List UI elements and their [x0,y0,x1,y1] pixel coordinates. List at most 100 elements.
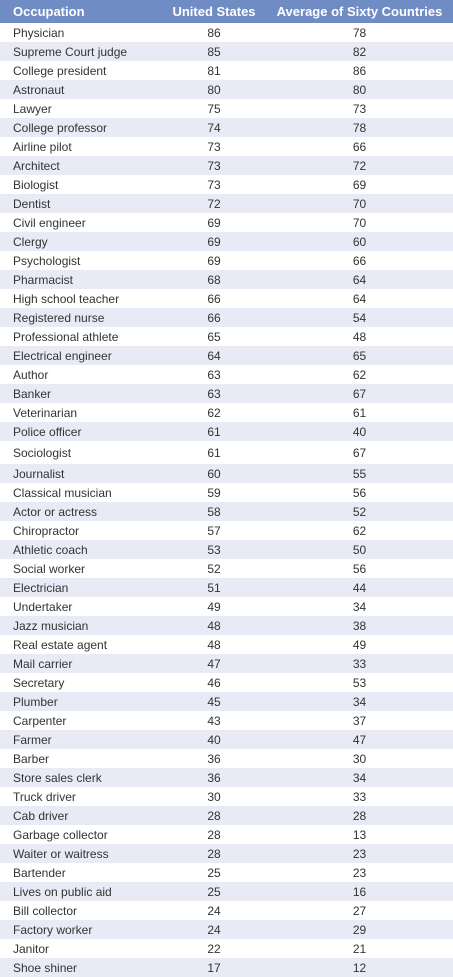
united-states-score-cell: 24 [207,903,221,918]
sixty-country-average-cell: 80 [352,82,367,97]
united-states-score-cell: 28 [207,827,221,842]
occupation-cell: Garbage collector [13,827,108,842]
occupation-cell: Astronaut [13,82,65,97]
sixty-country-average-cell: 72 [352,158,367,173]
table-row: Truck driver 30 33 [0,787,453,806]
table-row: Sociologist 61 67 [0,441,453,464]
united-states-score-cell: 24 [207,922,221,937]
occupation-cell: Waiter or waitress [13,846,109,861]
occupation-cell: Cab driver [13,808,69,823]
table-row: Shoe shiner 17 12 [0,958,453,977]
table-row: Journalist 60 55 [0,464,453,483]
sixty-country-average-cell: 38 [352,618,367,633]
table-row: High school teacher 66 64 [0,289,453,308]
sixty-country-average-cell: 56 [352,561,367,576]
united-states-score-cell: 47 [207,656,221,671]
occupation-cell: Author [13,367,49,382]
united-states-score-cell: 73 [207,177,221,192]
united-states-score-cell: 74 [207,120,221,135]
united-states-score-cell: 28 [207,808,221,823]
sixty-country-average-cell: 37 [352,713,367,728]
occupation-cell: Jazz musician [13,618,89,633]
column-header-average-sixty-countries: Average of Sixty Countries [276,4,443,19]
united-states-score-cell: 57 [207,523,221,538]
sixty-country-average-cell: 48 [352,329,367,344]
sixty-country-average-cell: 73 [352,101,367,116]
column-header-united-states: United States [172,4,256,19]
table-row: Supreme Court judge 85 82 [0,42,453,61]
occupation-cell: Journalist [13,466,65,481]
united-states-score-cell: 73 [207,139,221,154]
table-row: Astronaut 80 80 [0,80,453,99]
table-row: Classical musician 59 56 [0,483,453,502]
table-row: Jazz musician 48 38 [0,616,453,635]
occupation-cell: Lawyer [13,101,52,116]
table-row: Athletic coach 53 50 [0,540,453,559]
united-states-score-cell: 51 [207,580,221,595]
table-row: Secretary 46 53 [0,673,453,692]
united-states-score-cell: 68 [207,272,221,287]
sixty-country-average-cell: 40 [352,424,367,439]
table-body: Physician 86 78 Supreme Court judge 85 82 Coll… [0,23,453,977]
sixty-country-average-cell: 70 [352,196,367,211]
united-states-score-cell: 75 [207,101,221,116]
occupation-cell: Undertaker [13,599,73,614]
sixty-country-average-cell: 33 [352,656,367,671]
occupation-cell: Professional athlete [13,329,119,344]
table-row: Electrical engineer 64 65 [0,346,453,365]
united-states-score-cell: 52 [207,561,221,576]
table-row: Psychologist 69 66 [0,251,453,270]
occupation-cell: Airline pilot [13,139,72,154]
occupation-cell: Truck driver [13,789,76,804]
occupation-cell: Electrician [13,580,69,595]
table-row: Mail carrier 47 33 [0,654,453,673]
table-row: Social worker 52 56 [0,559,453,578]
united-states-score-cell: 30 [207,789,221,804]
occupation-cell: Mail carrier [13,656,73,671]
sixty-country-average-cell: 47 [352,732,367,747]
sixty-country-average-cell: 61 [352,405,367,420]
united-states-score-cell: 66 [207,310,221,325]
occupation-cell: Police officer [13,424,82,439]
table-row: Biologist 73 69 [0,175,453,194]
sixty-country-average-cell: 27 [352,903,367,918]
sixty-country-average-cell: 33 [352,789,367,804]
occupation-cell: Athletic coach [13,542,88,557]
table-row: College professor 74 78 [0,118,453,137]
table-row: Bartender 25 23 [0,863,453,882]
united-states-score-cell: 48 [207,637,221,652]
occupation-cell: Pharmacist [13,272,74,287]
united-states-score-cell: 60 [207,466,221,481]
occupation-cell: Classical musician [13,485,112,500]
table-row: Electrician 51 44 [0,578,453,597]
sixty-country-average-cell: 66 [352,139,367,154]
united-states-score-cell: 25 [207,865,221,880]
united-states-score-cell: 66 [207,291,221,306]
occupation-cell: Carpenter [13,713,67,728]
table-row: Banker 63 67 [0,384,453,403]
table-row: Dentist 72 70 [0,194,453,213]
table-row: Carpenter 43 37 [0,711,453,730]
occupation-cell: Sociologist [13,445,72,460]
occupation-cell: Architect [13,158,60,173]
united-states-score-cell: 53 [207,542,221,557]
united-states-score-cell: 62 [207,405,221,420]
table-row: Real estate agent 48 49 [0,635,453,654]
united-states-score-cell: 63 [207,386,221,401]
occupation-cell: Dentist [13,196,51,211]
occupation-cell: Lives on public aid [13,884,112,899]
united-states-score-cell: 25 [207,884,221,899]
table-row: Janitor 22 21 [0,939,453,958]
sixty-country-average-cell: 65 [352,348,367,363]
united-states-score-cell: 46 [207,675,221,690]
united-states-score-cell: 69 [207,215,221,230]
table-header: Occupation United States Average of Sixt… [0,0,453,23]
occupation-cell: Actor or actress [13,504,98,519]
united-states-score-cell: 85 [207,44,221,59]
table-row: Cab driver 28 28 [0,806,453,825]
table-row: Chiropractor 57 62 [0,521,453,540]
occupation-cell: Civil engineer [13,215,86,230]
occupation-cell: Biologist [13,177,59,192]
united-states-score-cell: 80 [207,82,221,97]
sixty-country-average-cell: 86 [352,63,367,78]
